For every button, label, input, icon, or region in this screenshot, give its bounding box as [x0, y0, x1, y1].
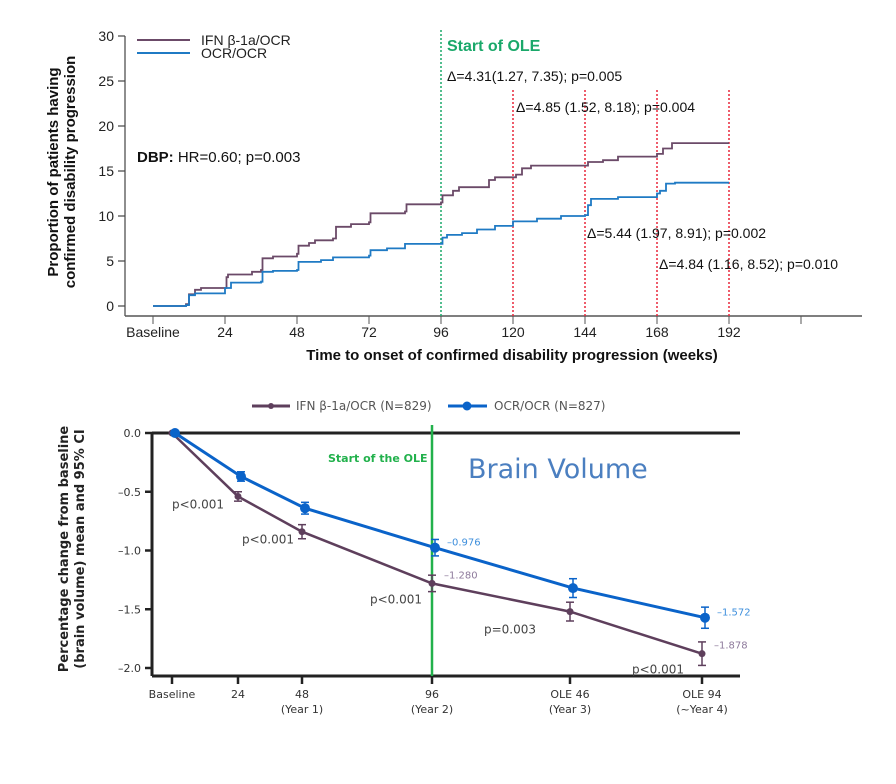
bv-p-value: p<0.001: [632, 663, 684, 677]
cdp-y-axis-label-line1: Proportion of patients having: [45, 67, 62, 276]
delta-120-annotation: Δ=4.85 (1.52, 8.18); p=0.004: [516, 99, 695, 115]
bv-series: –1.280 –1.878 –0.976 –1.572: [168, 428, 751, 667]
bv-y-tick-label: –2.0: [118, 662, 141, 675]
bv-y-axis-label: Percentage change from baseline (brain v…: [57, 426, 88, 673]
bv-value-label-ocr-ocr: –0.976: [447, 538, 481, 549]
cdp-y-axis-label-line2: confirmed disability progression: [62, 56, 79, 289]
bv-x-tick-label: 24: [231, 688, 245, 701]
bv-point-ifn-ocr: [698, 650, 706, 658]
bv-point-ifn-ocr: [298, 528, 306, 536]
bv-point-ocr-ocr: [430, 542, 440, 553]
bv-x-tick-sublabel: (Year 2): [411, 703, 453, 716]
bv-series-line-ifn-ocr: [171, 432, 703, 655]
bv-x-tick-sublabel: (~Year 4): [676, 703, 728, 716]
legend-label-ifn-n: IFN β-1a/OCR (N=829): [296, 399, 432, 413]
delta-96-annotation: Δ=4.31(1.27, 7.35); p=0.005: [447, 68, 622, 84]
bv-point-ocr-ocr: [568, 583, 578, 594]
cdp-y-axis: 0 5 10 15 20 25 30: [98, 28, 126, 316]
cdp-y-tick-label: 25: [98, 73, 114, 89]
dbp-label: DBP:: [137, 149, 174, 166]
legend-marker-ifn-n: [268, 403, 274, 409]
dbp-annotation: DBP: HR=0.60; p=0.003: [137, 149, 300, 166]
brain-volume-chart: Percentage change from baseline (brain v…: [57, 399, 751, 716]
cdp-y-tick-label: 30: [98, 28, 114, 44]
bv-p-value: p<0.001: [242, 533, 294, 547]
delta-144-annotation: Δ=5.44 (1.97, 8.91); p=0.002: [587, 225, 766, 241]
cdp-x-tick-label: 120: [501, 324, 525, 340]
cdp-x-tick-label: 24: [217, 324, 233, 340]
start-of-the-ole-label: Start of the OLE: [328, 452, 428, 465]
bv-p-values: p<0.001 p<0.001 p<0.001 p=0.003 p<0.001: [172, 497, 684, 676]
bv-y-tick-label: –0.5: [118, 486, 141, 499]
bv-legend: IFN β-1a/OCR (N=829) OCR/OCR (N=827): [252, 399, 605, 413]
start-of-ole-label: Start of OLE: [447, 38, 541, 55]
cdp-y-tick-label: 15: [98, 163, 114, 179]
cdp-y-tick-label: 10: [98, 208, 114, 224]
cdp-x-tick-label: 72: [361, 324, 377, 340]
bv-series-line-ocr-ocr: [174, 431, 706, 620]
bv-point-ifn-ocr: [428, 579, 436, 587]
cdp-series: [153, 142, 729, 307]
bv-point-ocr-ocr: [300, 503, 310, 514]
legend-label-ocr-n: OCR/OCR (N=827): [494, 399, 605, 413]
cdp-reference-lines: [440, 30, 730, 316]
bv-x-tick-sublabel: (Year 3): [549, 703, 591, 716]
bv-value-label-ocr-ocr: –1.572: [717, 608, 751, 619]
cdp-x-tick-label: Baseline: [126, 324, 180, 340]
cdp-y-axis-label: Proportion of patients having confirmed …: [45, 56, 79, 289]
cdp-chart: Proportion of patients having confirmed …: [45, 28, 862, 364]
bv-y-tick-label: –1.5: [118, 603, 141, 616]
bv-y-axis-label-line1: Percentage change from baseline: [57, 426, 72, 673]
cdp-x-axis: Baseline 24 48 72 96 120 144 168 192: [125, 315, 862, 340]
bv-y-axis-label-line2: (brain volume) mean and 95% CI: [73, 429, 88, 668]
brain-volume-title: Brain Volume: [468, 454, 648, 485]
bv-point-ifn-ocr: [566, 608, 574, 616]
bv-y-tick-label: –1.0: [118, 545, 141, 558]
cdp-x-tick-label: 144: [573, 324, 597, 340]
bv-axes: 0.0 –0.5 –1.0 –1.5 –2.0 Baseline 24 48 (Year 1) 9…: [118, 427, 740, 716]
bv-y-tick-label: 0.0: [124, 427, 142, 440]
bv-x-tick-label: 96: [425, 688, 439, 701]
legend-label-ifn: IFN β-1a/OCR: [201, 32, 291, 48]
bv-value-label-ifn-ocr: –1.878: [714, 641, 748, 652]
legend-label-ocr: OCR/OCR: [201, 45, 267, 61]
bv-point-ocr-ocr: [170, 428, 180, 438]
bv-point-ifn-ocr: [234, 492, 242, 500]
cdp-x-tick-label: 168: [645, 324, 669, 340]
bv-point-ocr-ocr: [700, 612, 710, 623]
bv-x-tick-label: OLE 46: [550, 688, 589, 701]
bv-p-value: p=0.003: [484, 623, 536, 637]
bv-p-value: p<0.001: [172, 497, 224, 511]
bv-x-tick-sublabel: (Year 1): [281, 703, 323, 716]
bv-value-label-ifn-ocr: –1.280: [444, 570, 478, 581]
delta-168-annotation: Δ=4.84 (1.16, 8.52); p=0.010: [659, 256, 838, 272]
cdp-series-ifn-ocr: [153, 142, 729, 307]
cdp-x-tick-label: 192: [717, 324, 741, 340]
cdp-y-tick-label: 20: [98, 118, 114, 134]
cdp-y-tick-label: 5: [106, 253, 114, 269]
cdp-series-ocr-ocr: [153, 181, 729, 307]
bv-x-tick-label: 48: [295, 688, 309, 701]
dbp-text: HR=0.60; p=0.003: [178, 149, 301, 166]
bv-p-value: p<0.001: [370, 592, 422, 606]
cdp-x-tick-label: 48: [289, 324, 305, 340]
legend-marker-ocr-n: [462, 401, 472, 411]
cdp-x-axis-label: Time to onset of confirmed disability pr…: [306, 347, 717, 364]
cdp-y-tick-label: 0: [106, 298, 114, 314]
bv-x-tick-label: Baseline: [149, 688, 196, 701]
bv-x-tick-label: OLE 94: [682, 688, 721, 701]
bv-point-ocr-ocr: [236, 471, 246, 482]
cdp-x-tick-label: 96: [433, 324, 449, 340]
cdp-legend: IFN β-1a/OCR OCR/OCR: [137, 32, 291, 61]
